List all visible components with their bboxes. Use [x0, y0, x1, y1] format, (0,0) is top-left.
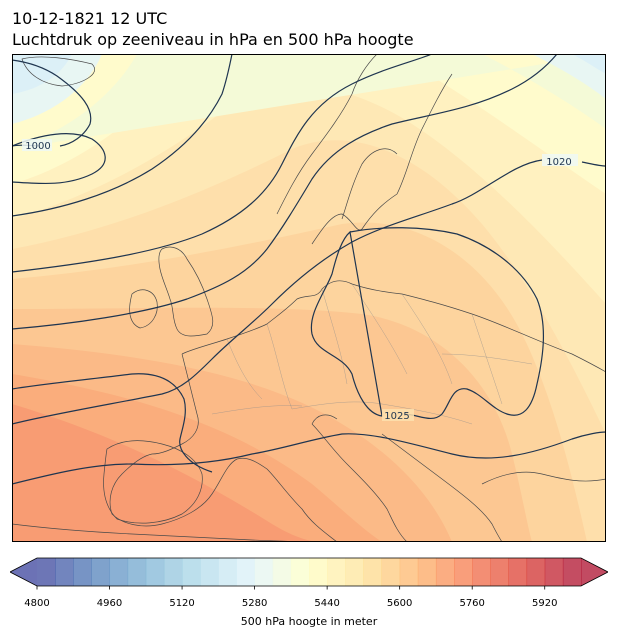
colorbar-segment [309, 558, 328, 586]
colorbar-segment [454, 558, 473, 586]
coastline-scandinavia [276, 54, 453, 245]
colorbar-extend-low [10, 558, 37, 586]
isobar-west-2 [12, 54, 433, 273]
height-band-5400 [12, 54, 606, 124]
colorbar-segment [526, 558, 546, 586]
colorbar-segment [417, 558, 437, 586]
colorbar-segment [472, 558, 491, 586]
coastline-balkans [381, 433, 606, 542]
colorbar-segment [399, 558, 419, 586]
colorbar-tick-label: 5920 [531, 598, 558, 609]
isobar-west-1 [12, 54, 233, 217]
colorbar-segment [327, 558, 346, 586]
colorbar-segment [109, 558, 129, 586]
coastline-italy [311, 414, 408, 542]
colorbar-extend-high [581, 558, 608, 586]
isobar-label-1025: 1025 [384, 411, 409, 422]
colorbar-tick-label: 4960 [96, 598, 123, 609]
colorbar-segment [73, 558, 92, 586]
colorbar-label: 500 hPa hoogte in meter [240, 615, 378, 628]
colorbar-segment [363, 558, 383, 586]
colorbar-segment [182, 558, 201, 586]
isobar-sw-arc [12, 373, 213, 473]
coastline-britain [158, 246, 214, 337]
colorbar-segment [91, 558, 111, 586]
colorbar-segment [236, 558, 256, 586]
colorbar-segment [290, 558, 310, 586]
isobar-south [12, 431, 606, 485]
colorbar-tick-label: 5280 [241, 598, 268, 609]
colorbar-tick-label: 5760 [459, 598, 485, 609]
isobar-1025-ring [310, 227, 544, 419]
isobar-west-3 [12, 54, 558, 330]
colorbar-segment [345, 558, 364, 586]
map-frame [12, 54, 606, 542]
colorbar-segment [55, 558, 74, 586]
coastline-iceland [21, 56, 95, 87]
colorbar-segment [218, 558, 237, 586]
coastline-ireland [129, 289, 158, 329]
map-title: Luchtdruk op zeeniveau in hPa en 500 hPa… [12, 30, 414, 49]
height-band-5440 [12, 54, 606, 149]
colorbar-segment [508, 558, 528, 586]
colorbar-segment [381, 558, 401, 586]
colorbar-segment [37, 558, 56, 586]
map-datetime: 10-12-1821 12 UTC [12, 9, 168, 28]
colorbar-tick-label: 5440 [314, 598, 340, 609]
colorbar-segment [544, 558, 564, 586]
isobar-1020-line [12, 159, 606, 425]
coastline-iberia [103, 440, 203, 524]
colorbar-tick-label: 5600 [386, 598, 413, 609]
colorbar-segment [254, 558, 274, 586]
colorbar-segment [163, 558, 183, 586]
isobar-ne-1020 [12, 133, 106, 185]
borders [211, 283, 533, 425]
coastline-continent [109, 280, 606, 542]
isobar-label-1020: 1020 [546, 157, 571, 168]
colorbar [10, 557, 608, 590]
colorbar-tick-label: 5120 [169, 598, 195, 609]
colorbar-segment [490, 558, 509, 586]
colorbar-tick-label: 4800 [24, 598, 50, 609]
colorbar-segment [127, 558, 147, 586]
colorbar-segment [145, 558, 165, 586]
colorbar-segment [435, 558, 455, 586]
isobar-label-1000: 1000 [25, 141, 50, 152]
colorbar-segment [562, 558, 582, 586]
weather-map: 1000 1020 1025 [12, 54, 606, 542]
colorbar-segment [200, 558, 219, 586]
colorbar-segment [272, 558, 292, 586]
